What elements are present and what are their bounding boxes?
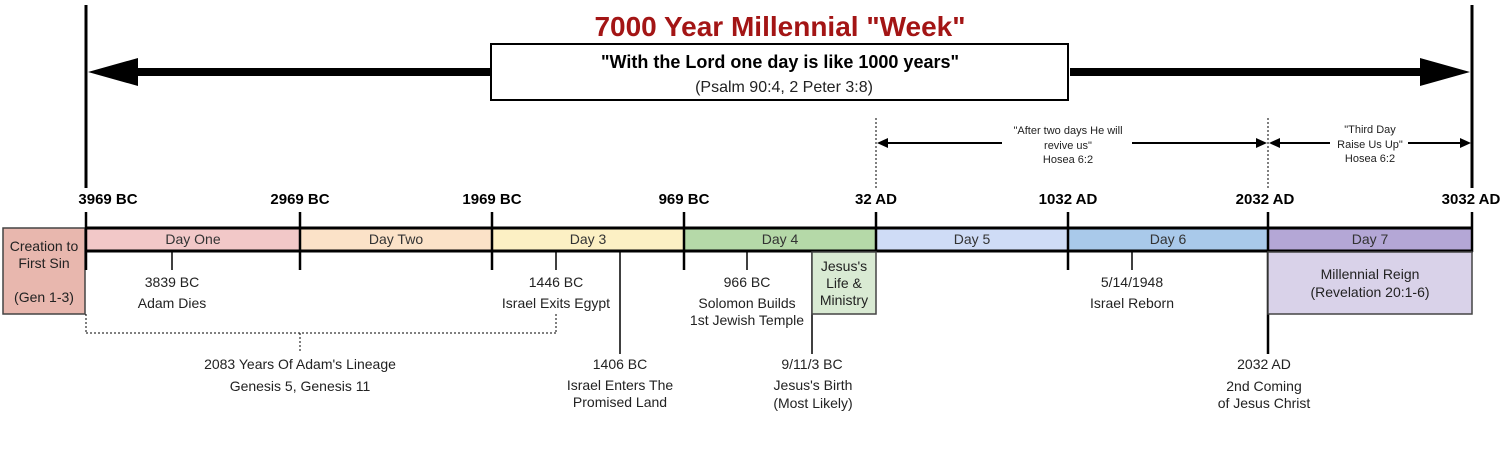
millennial-reign-box [1267,251,1473,315]
day-band-7 [1268,229,1472,250]
event-jesus-birth-line1: Jesus's Birth [774,377,853,393]
quote-text: "With the Lord one day is like 1000 year… [601,52,959,72]
day-band-2 [300,229,492,250]
hosea-two-days-line2: revive us" [1044,140,1092,152]
event-adam-dies-date: 3839 BC [145,274,199,290]
jesus-ministry-box [811,251,877,315]
arrow-right-head [1420,58,1470,86]
jesus-ministry-line1: Jesus's [821,258,867,274]
event-temple-date: 966 BC [724,274,771,290]
day-bands [86,229,1472,250]
creation-line2: First Sin [18,255,69,271]
jesus-ministry-line3: Ministry [820,292,868,308]
date-label-3969bc: 3969 BC [78,191,137,208]
hosea-third-day-line3: Hosea 6:2 [1345,153,1395,165]
date-label-2032ad: 2032 AD [1236,191,1295,208]
day-band-4 [684,229,876,250]
event-second-coming-date: 2032 AD [1237,356,1291,372]
millennial-reign-line2: (Revelation 20:1-6) [1310,284,1429,300]
lineage-bracket [85,314,557,352]
hosea-two-days-arrow [877,138,1267,148]
hosea-third-day-line2: Raise Us Up" [1337,139,1403,151]
day-band-6 [1068,229,1268,250]
event-ticks [171,251,1133,354]
day-label-6: Day 6 [1150,231,1187,247]
event-exodus-label: Israel Exits Egypt [502,295,610,311]
arrow-left-head [88,58,138,86]
hosea-two-days-line3: Hosea 6:2 [1043,154,1093,166]
event-jesus-birth-line2: (Most Likely) [773,395,852,411]
day-label-5: Day 5 [954,231,991,247]
hosea-third-day-arrow [1269,138,1471,148]
hosea-two-days-line1: "After two days He will [1013,125,1122,137]
diagram-title: 7000 Year Millennial "Week" [594,11,965,42]
day-band-3 [492,229,684,250]
date-label-32ad: 32 AD [855,191,897,208]
day-band-1 [86,229,300,250]
date-label-2969bc: 2969 BC [270,191,329,208]
quote-reference: (Psalm 90:4, 2 Peter 3:8) [695,79,873,96]
day-label-3: Day 3 [570,231,607,247]
event-israel-reborn-date: 5/14/1948 [1101,274,1163,290]
date-label-3032ad: 3032 AD [1442,191,1501,208]
date-label-1032ad: 1032 AD [1039,191,1098,208]
creation-box [2,227,86,315]
span-arrow [88,58,1470,86]
event-promised-land-line2: Promised Land [573,394,667,410]
quote-box [490,43,1069,101]
event-adam-dies-label: Adam Dies [138,295,206,311]
creation-line1: Creation to [10,238,79,254]
millennial-reign-line1: Millennial Reign [1321,266,1420,282]
event-promised-land-line1: Israel Enters The [567,377,674,393]
event-promised-land-date: 1406 BC [593,356,647,372]
date-label-1969bc: 1969 BC [462,191,521,208]
day-label-2: Day Two [369,231,423,247]
hosea-third-day-line1: "Third Day [1344,124,1396,136]
lineage-line1: 2083 Years Of Adam's Lineage [204,356,396,372]
event-jesus-birth-date: 9/11/3 BC [781,356,842,372]
day-label-1: Day One [165,231,220,247]
lineage-line2: Genesis 5, Genesis 11 [230,378,371,394]
event-second-coming-line2: of Jesus Christ [1218,395,1311,411]
day-label-7: Day 7 [1352,231,1389,247]
event-exodus-date: 1446 BC [529,274,583,290]
jesus-ministry-line2: Life & [826,275,862,291]
event-israel-reborn-label: Israel Reborn [1090,295,1174,311]
creation-line3: (Gen 1-3) [14,289,74,305]
event-temple-line2: 1st Jewish Temple [690,312,804,328]
day-band-5 [876,229,1068,250]
event-second-coming-line1: 2nd Coming [1226,378,1302,394]
day-label-4: Day 4 [762,231,799,247]
date-label-969bc: 969 BC [659,191,710,208]
event-temple-line1: Solomon Builds [698,295,795,311]
